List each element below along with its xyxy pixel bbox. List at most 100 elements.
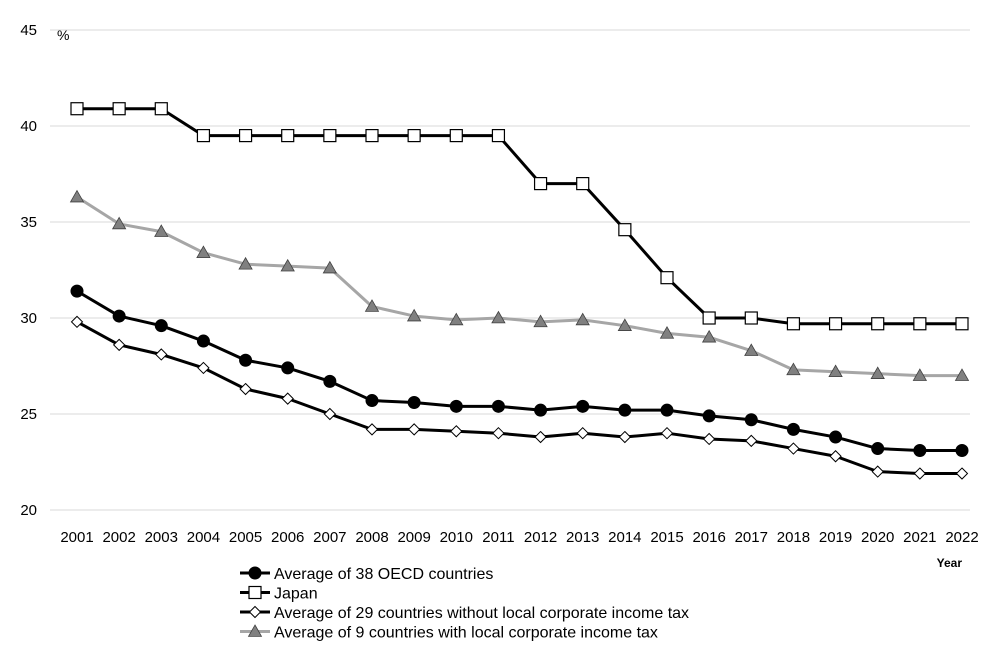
x-tick-label: 2006: [271, 529, 304, 546]
data-point: [913, 317, 927, 331]
series-line: [77, 107, 962, 326]
legend-label: Japan: [274, 586, 318, 603]
data-point: [449, 399, 463, 413]
data-point: [491, 129, 506, 143]
data-point: [913, 467, 927, 480]
y-tick-label: 45: [20, 22, 37, 39]
series-4: [69, 189, 970, 381]
data-point: [196, 245, 211, 258]
legend-item: Average of 38 OECD countries: [240, 566, 493, 583]
data-point: [955, 467, 969, 480]
legend-item: Average of 9 countries with local corpor…: [240, 624, 658, 642]
x-tick-label: 2009: [397, 529, 430, 546]
data-point: [196, 334, 210, 348]
data-point: [744, 311, 758, 325]
data-point: [828, 317, 843, 331]
data-point: [154, 102, 168, 116]
x-tick-label: 2013: [566, 529, 599, 546]
x-tick-label: 2014: [608, 529, 641, 546]
data-point: [491, 399, 505, 413]
data-point: [576, 426, 589, 440]
y-axis-unit-label: %: [57, 27, 69, 43]
data-point: [365, 129, 379, 143]
data-point: [576, 177, 590, 191]
data-point: [533, 177, 548, 191]
data-point: [533, 314, 548, 328]
data-point: [534, 403, 548, 417]
x-tick-label: 2011: [482, 529, 514, 546]
x-tick-label: 2015: [650, 529, 683, 546]
x-tick-label: 2010: [440, 529, 473, 546]
legend-label: Average of 9 countries with local corpor…: [274, 625, 658, 642]
data-point: [660, 271, 674, 285]
data-point: [576, 399, 590, 413]
data-point: [660, 426, 674, 440]
data-point: [449, 312, 464, 326]
data-point: [745, 434, 758, 448]
legend-marker: [247, 624, 263, 637]
data-point: [954, 368, 970, 381]
y-tick-label: 35: [20, 214, 37, 231]
data-point: [912, 368, 928, 381]
data-point: [618, 403, 632, 417]
legend-item: Japan: [240, 586, 318, 603]
x-tick-label: 2002: [102, 529, 135, 546]
y-tick-label: 20: [20, 502, 37, 519]
data-point: [239, 353, 253, 367]
data-point: [155, 348, 168, 361]
x-tick-label: 2016: [692, 529, 725, 546]
legend-item: Average of 29 countries without local co…: [240, 605, 689, 622]
data-point: [70, 102, 84, 116]
data-point: [238, 256, 253, 270]
y-tick-label: 40: [20, 118, 37, 135]
x-tick-label: 2017: [735, 529, 768, 546]
data-point: [407, 129, 421, 143]
series-line: [76, 195, 962, 378]
data-point: [618, 223, 632, 237]
y-tick-label: 30: [20, 310, 37, 327]
legend-marker: [248, 605, 262, 619]
legend-label: Average of 29 countries without local co…: [274, 605, 689, 622]
data-point: [112, 338, 126, 352]
data-point: [871, 442, 885, 456]
data-point: [70, 284, 84, 298]
x-tick-label: 2008: [355, 529, 388, 546]
data-point: [238, 129, 253, 143]
data-point: [323, 129, 337, 143]
x-tick-label: 2007: [313, 529, 346, 546]
legend: Average of 38 OECD countries Japan Average…: [240, 566, 689, 642]
data-point: [702, 409, 716, 423]
data-point: [701, 329, 717, 343]
legend-marker: [248, 566, 262, 580]
series-2: [70, 102, 969, 331]
data-point: [69, 189, 85, 203]
x-tick-label: 2012: [524, 529, 557, 546]
data-point: [787, 442, 800, 455]
series-group: [69, 102, 970, 480]
data-point: [280, 258, 295, 272]
x-axis-title: Year: [937, 556, 963, 570]
x-tick-label: 2019: [819, 529, 852, 546]
x-tick-label: 2003: [145, 529, 178, 546]
data-point: [618, 430, 632, 444]
data-point: [829, 430, 843, 444]
y-axis-ticks: 20 25 30 35 40 45: [20, 22, 37, 519]
x-tick-label: 2022: [945, 529, 978, 546]
data-point: [491, 310, 506, 324]
data-point: [407, 423, 421, 436]
data-point: [871, 465, 884, 478]
data-point: [450, 425, 463, 438]
data-point: [281, 361, 295, 375]
data-point: [111, 216, 127, 230]
data-point: [406, 308, 422, 322]
data-point: [913, 443, 927, 457]
series-line: [76, 320, 962, 476]
data-point: [197, 361, 210, 375]
data-point: [239, 382, 252, 396]
x-axis-ticks: 2001 2002 2003 2004 2005 2006 2007 2008 2009 2010…: [60, 529, 978, 546]
legend-marker: [248, 585, 262, 600]
data-point: [786, 317, 801, 331]
data-point: [617, 318, 633, 331]
